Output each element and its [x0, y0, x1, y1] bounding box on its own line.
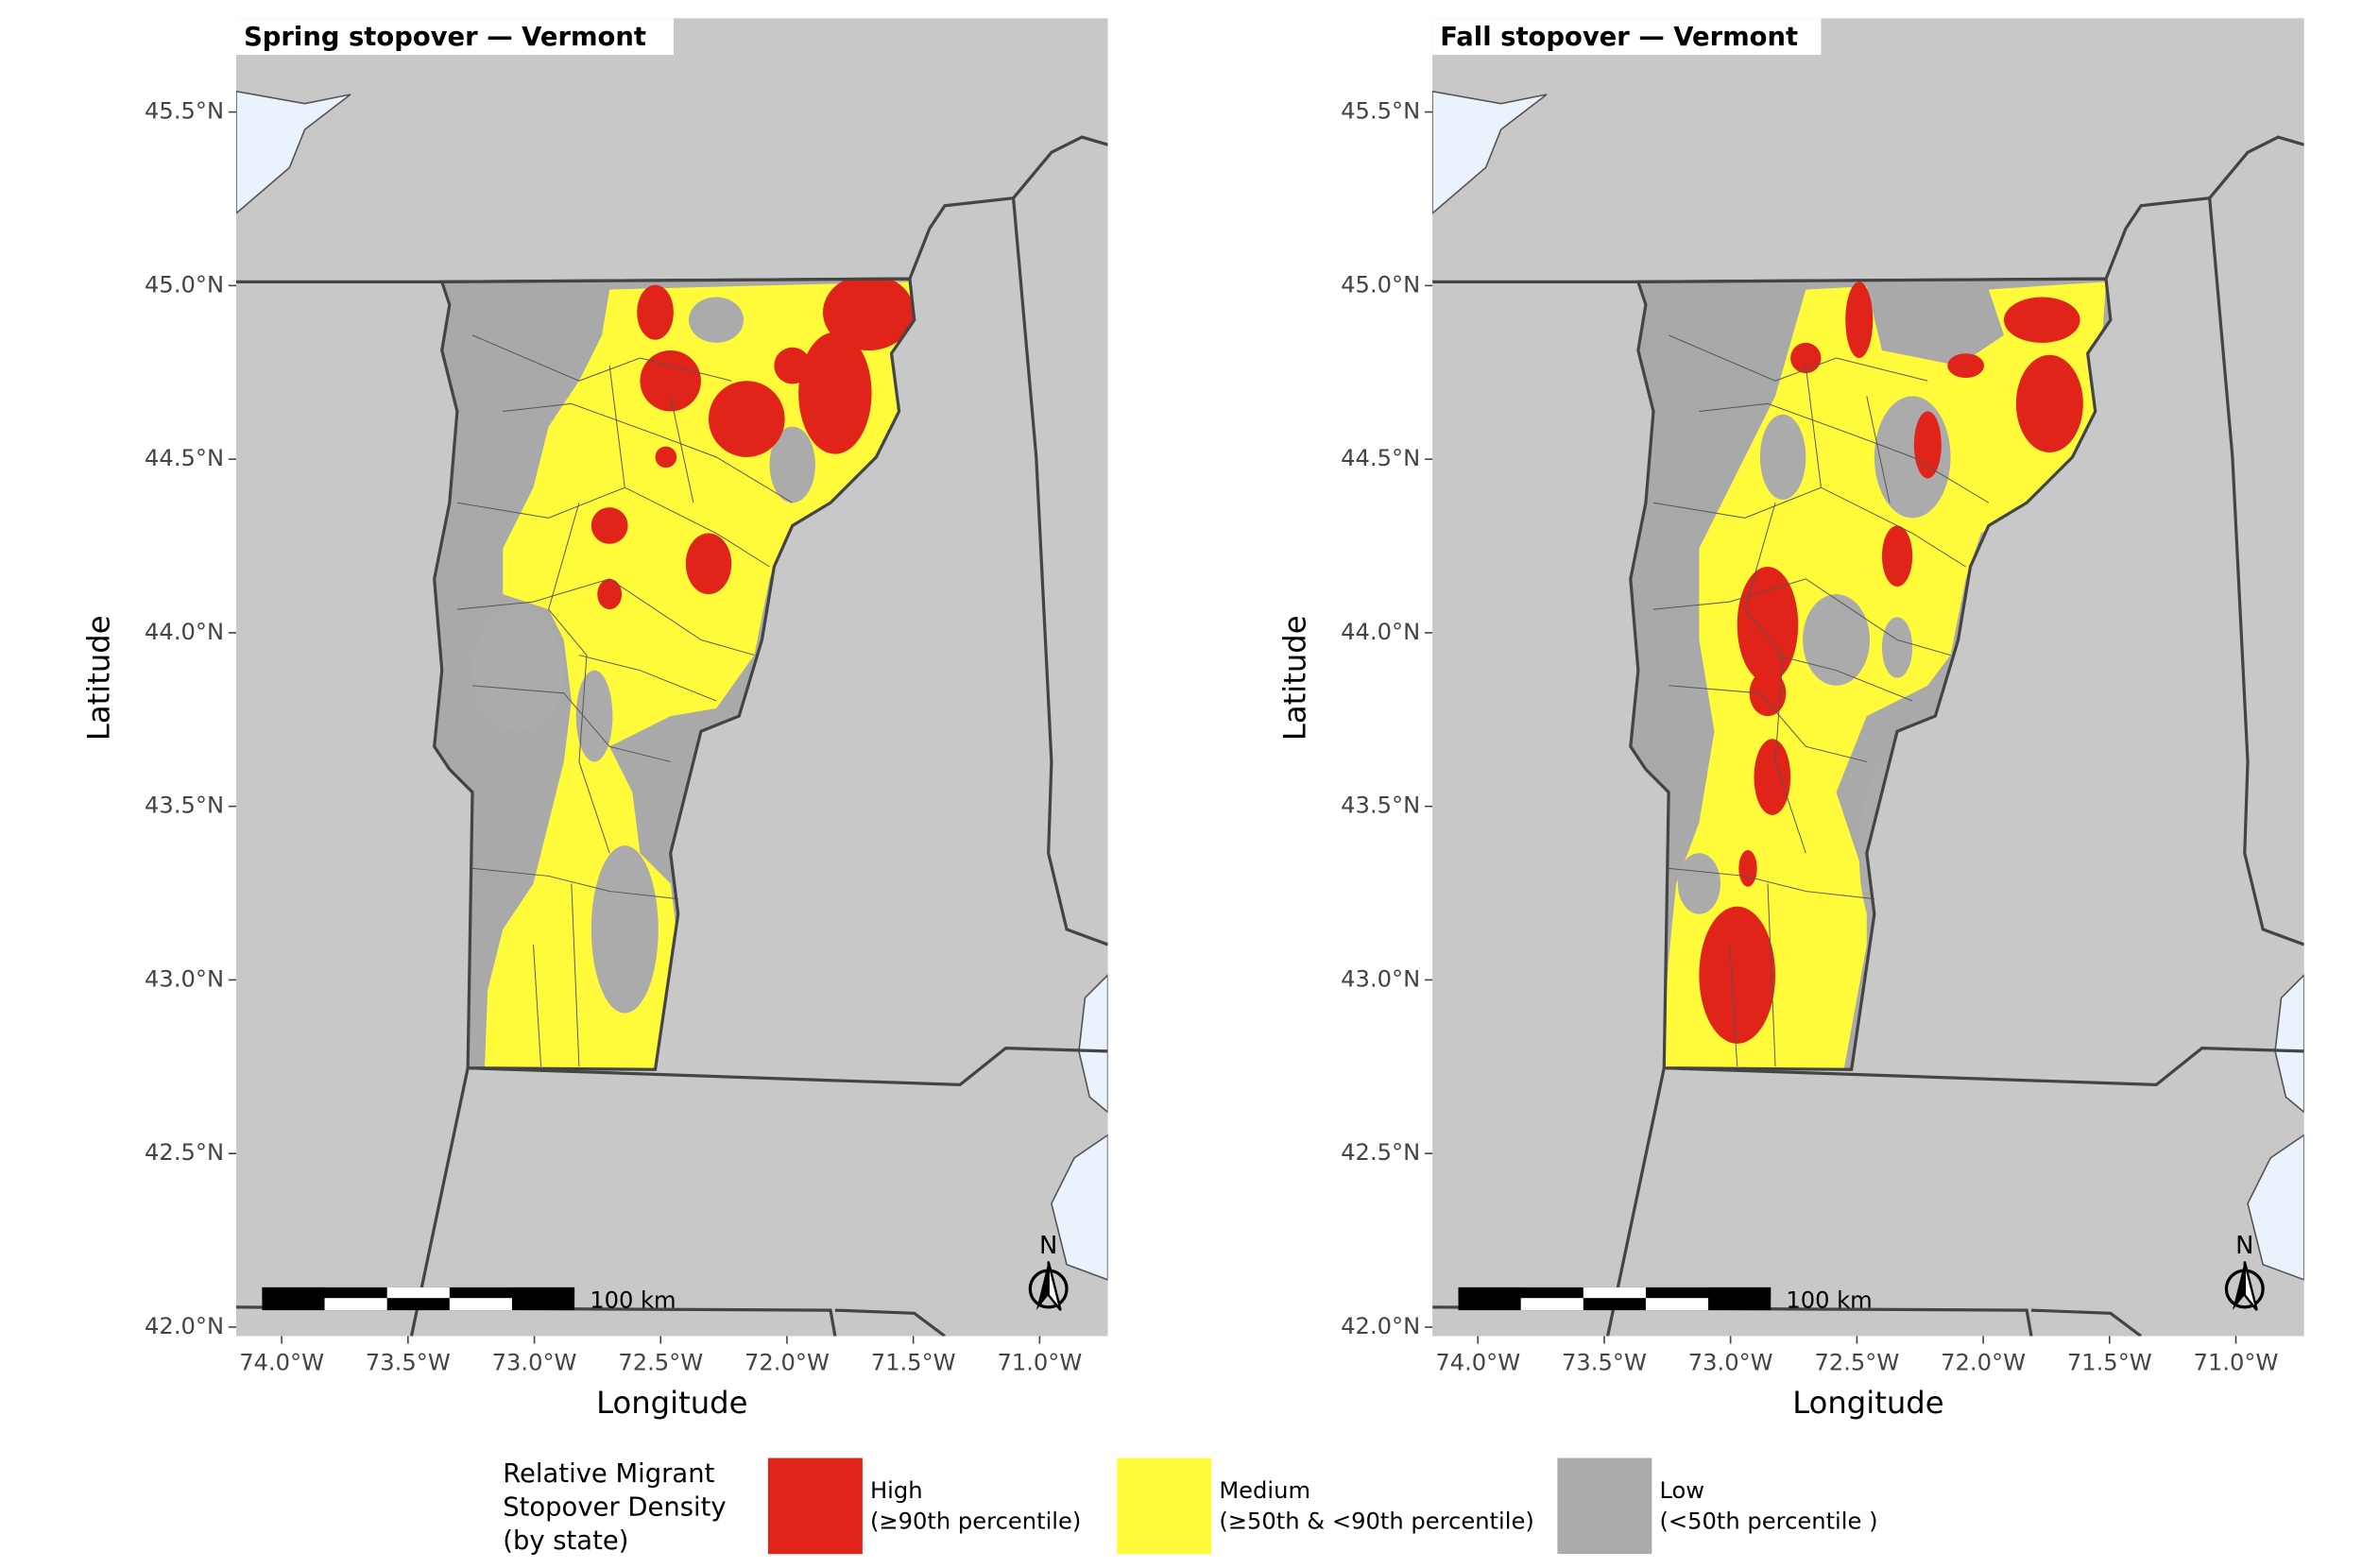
panel-title: Fall stopover — Vermont	[1440, 23, 1798, 52]
legend-label: Medium	[1219, 1477, 1310, 1504]
legend-label: Low	[1659, 1477, 1704, 1504]
map-panel: Spring stopover — Vermont Latitude Longi…	[80, 18, 1107, 1421]
y-tick-label: 43.0°N	[145, 965, 224, 992]
x-tick-label: 74.0°W	[1435, 1350, 1520, 1376]
y-tick-label: 42.0°N	[145, 1313, 224, 1339]
north-label: N	[2235, 1232, 2253, 1260]
legend-title: (by state)	[503, 1526, 628, 1556]
north-arrow	[1028, 1261, 1069, 1311]
north-label: N	[1039, 1232, 1057, 1260]
x-tick-label: 71.5°W	[2067, 1350, 2152, 1376]
legend-label: (≥90th percentile)	[870, 1508, 1081, 1534]
y-tick-label: 44.0°N	[145, 619, 224, 645]
scaled-figure: Spring stopover — Vermont Latitude Longi…	[80, 18, 2304, 1556]
north-arrow	[2224, 1261, 2265, 1311]
x-tick-label: 72.0°W	[745, 1350, 830, 1376]
x-axis-label: Longitude	[596, 1385, 747, 1421]
y-tick-label: 42.5°N	[145, 1139, 224, 1166]
map-panel: Fall stopover — Vermont Latitude Longitu…	[1277, 18, 2304, 1421]
scale-bar	[262, 1287, 575, 1311]
scale-bar	[1458, 1287, 1772, 1311]
legend-swatch	[1117, 1457, 1212, 1555]
legend: Relative Migrant Stopover Density (by st…	[503, 1457, 1878, 1556]
title-box	[1432, 18, 1822, 56]
y-tick-label: 45.5°N	[145, 98, 224, 125]
low-area	[471, 297, 815, 1014]
x-tick-label: 72.5°W	[1814, 1350, 1899, 1376]
legend-title: Relative Migrant	[503, 1459, 714, 1489]
y-tick-label: 43.0°N	[1341, 965, 1420, 992]
x-tick-label: 73.5°W	[1562, 1350, 1647, 1376]
x-tick-label: 71.0°W	[997, 1350, 1082, 1376]
scale-label: 100 km	[590, 1287, 676, 1313]
x-tick-label: 74.0°W	[239, 1350, 324, 1376]
y-tick-label: 45.0°N	[1341, 271, 1420, 298]
legend-label: (<50th percentile )	[1659, 1508, 1877, 1534]
y-tick-label: 42.5°N	[1341, 1139, 1420, 1166]
x-tick-label: 72.5°W	[618, 1350, 703, 1376]
y-tick-label: 43.5°N	[145, 793, 224, 819]
y-tick-label: 44.5°N	[145, 445, 224, 471]
legend-swatch	[767, 1457, 863, 1555]
scale-label: 100 km	[1786, 1287, 1872, 1313]
legend-swatch	[1557, 1457, 1652, 1555]
x-tick-label: 72.0°W	[1941, 1350, 2026, 1376]
y-axis-label: Latitude	[80, 615, 116, 741]
title-box	[235, 18, 674, 56]
density-layer	[471, 279, 915, 1070]
x-tick-label: 73.5°W	[366, 1350, 451, 1376]
y-tick-label: 44.5°N	[1341, 445, 1420, 471]
high-area	[590, 279, 915, 610]
x-tick-label: 71.0°W	[2194, 1350, 2279, 1376]
y-tick-label: 42.0°N	[1341, 1313, 1420, 1339]
x-tick-label: 73.0°W	[1688, 1350, 1773, 1376]
y-tick-label: 44.0°N	[1341, 619, 1420, 645]
panel-title: Spring stopover — Vermont	[244, 23, 646, 52]
legend-label: (≥50th & <90th percentile)	[1219, 1508, 1533, 1534]
y-tick-label: 43.5°N	[1341, 793, 1420, 819]
x-axis-label: Longitude	[1792, 1385, 1943, 1421]
legend-label: High	[870, 1477, 923, 1504]
x-tick-label: 73.0°W	[492, 1350, 577, 1376]
legend-title: Stopover Density	[503, 1492, 726, 1522]
x-tick-label: 71.5°W	[871, 1350, 956, 1376]
y-axis-label: Latitude	[1277, 615, 1313, 741]
y-tick-label: 45.5°N	[1341, 98, 1420, 125]
y-tick-label: 45.0°N	[145, 271, 224, 298]
